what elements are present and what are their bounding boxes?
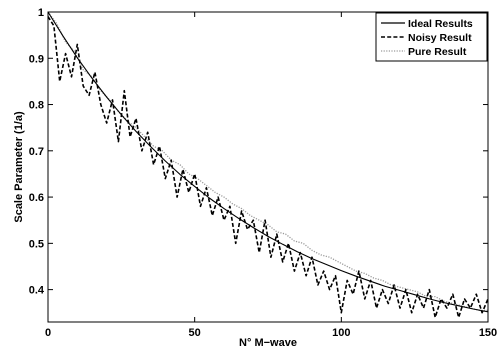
y-tick-label: 0.4 [29, 285, 45, 297]
y-tick-label: 0.6 [29, 192, 44, 204]
legend-label-2: Noisy Result [408, 32, 472, 44]
legend-label-3: Pure Result [408, 46, 467, 58]
x-axis-label: N° M−wave [239, 337, 297, 349]
series-layer [47, 11, 489, 319]
x-tick-label: 100 [332, 327, 350, 339]
x-tick-label: 150 [479, 327, 497, 339]
x-tick-label: 50 [189, 327, 201, 339]
plot-frame [47, 11, 489, 323]
y-tick-label: 1 [38, 7, 44, 19]
y-tick-label: 0.9 [29, 53, 44, 65]
legend: Ideal Results Noisy Result Pure Result [375, 12, 488, 62]
legend-label-1: Ideal Results [408, 18, 473, 30]
y-tick-label: 0.8 [29, 100, 44, 112]
series-line-1 [47, 11, 489, 313]
y-tick-label: 0.7 [29, 146, 44, 158]
series-line-2 [47, 16, 489, 319]
x-tick-label: 0 [45, 327, 51, 339]
y-tick-label: 0.5 [29, 238, 44, 250]
y-axis-label: Scale Parameter (1/a) [13, 111, 25, 223]
ticks-layer: 0 50 100 150 1 0.9 0.8 0.7 0.6 0.5 0.4 [29, 7, 497, 339]
